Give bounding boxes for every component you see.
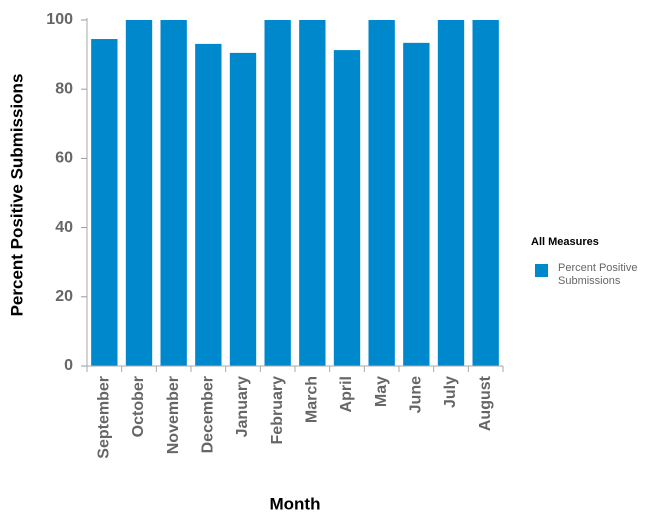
y-tick-label: 60	[55, 150, 73, 167]
x-tick-label: January	[234, 376, 251, 437]
x-tick-label: November	[165, 376, 182, 454]
x-tick-label: April	[338, 376, 355, 412]
y-tick-label: 20	[55, 288, 73, 305]
x-tick-label: February	[269, 376, 286, 445]
bar	[299, 20, 326, 366]
legend: All Measures Percent Positive Submission…	[531, 236, 651, 288]
y-tick-label: 0	[64, 357, 73, 374]
bar	[195, 43, 222, 367]
bar	[264, 20, 291, 366]
bar	[437, 20, 465, 366]
bar	[333, 50, 361, 367]
legend-label: Percent Positive Submissions	[558, 262, 638, 287]
x-tick-label: June	[408, 376, 425, 413]
bar	[403, 42, 430, 366]
x-tick-label: July	[442, 376, 459, 408]
legend-swatch	[535, 264, 548, 277]
y-tick-label: 40	[55, 219, 73, 236]
y-tick-label: 80	[55, 80, 73, 97]
y-tick-label: 100	[46, 11, 73, 28]
y-axis-title: Percent Positive Submissions	[7, 74, 26, 317]
x-tick-label: December	[200, 376, 217, 453]
x-tick-label: May	[373, 376, 390, 407]
x-axis-title: Month	[270, 494, 321, 513]
x-tick-label: March	[304, 376, 321, 423]
bar	[229, 52, 257, 367]
legend-item[interactable]: Percent Positive Submissions	[531, 262, 651, 288]
bar	[160, 20, 187, 366]
x-tick-label: October	[130, 376, 147, 437]
bar	[368, 20, 395, 366]
bar	[472, 20, 499, 366]
legend-title: All Measures	[531, 236, 599, 248]
x-tick-label: September	[96, 376, 113, 459]
bar	[91, 39, 118, 366]
x-tick-label: August	[477, 375, 494, 431]
bar	[125, 20, 153, 366]
